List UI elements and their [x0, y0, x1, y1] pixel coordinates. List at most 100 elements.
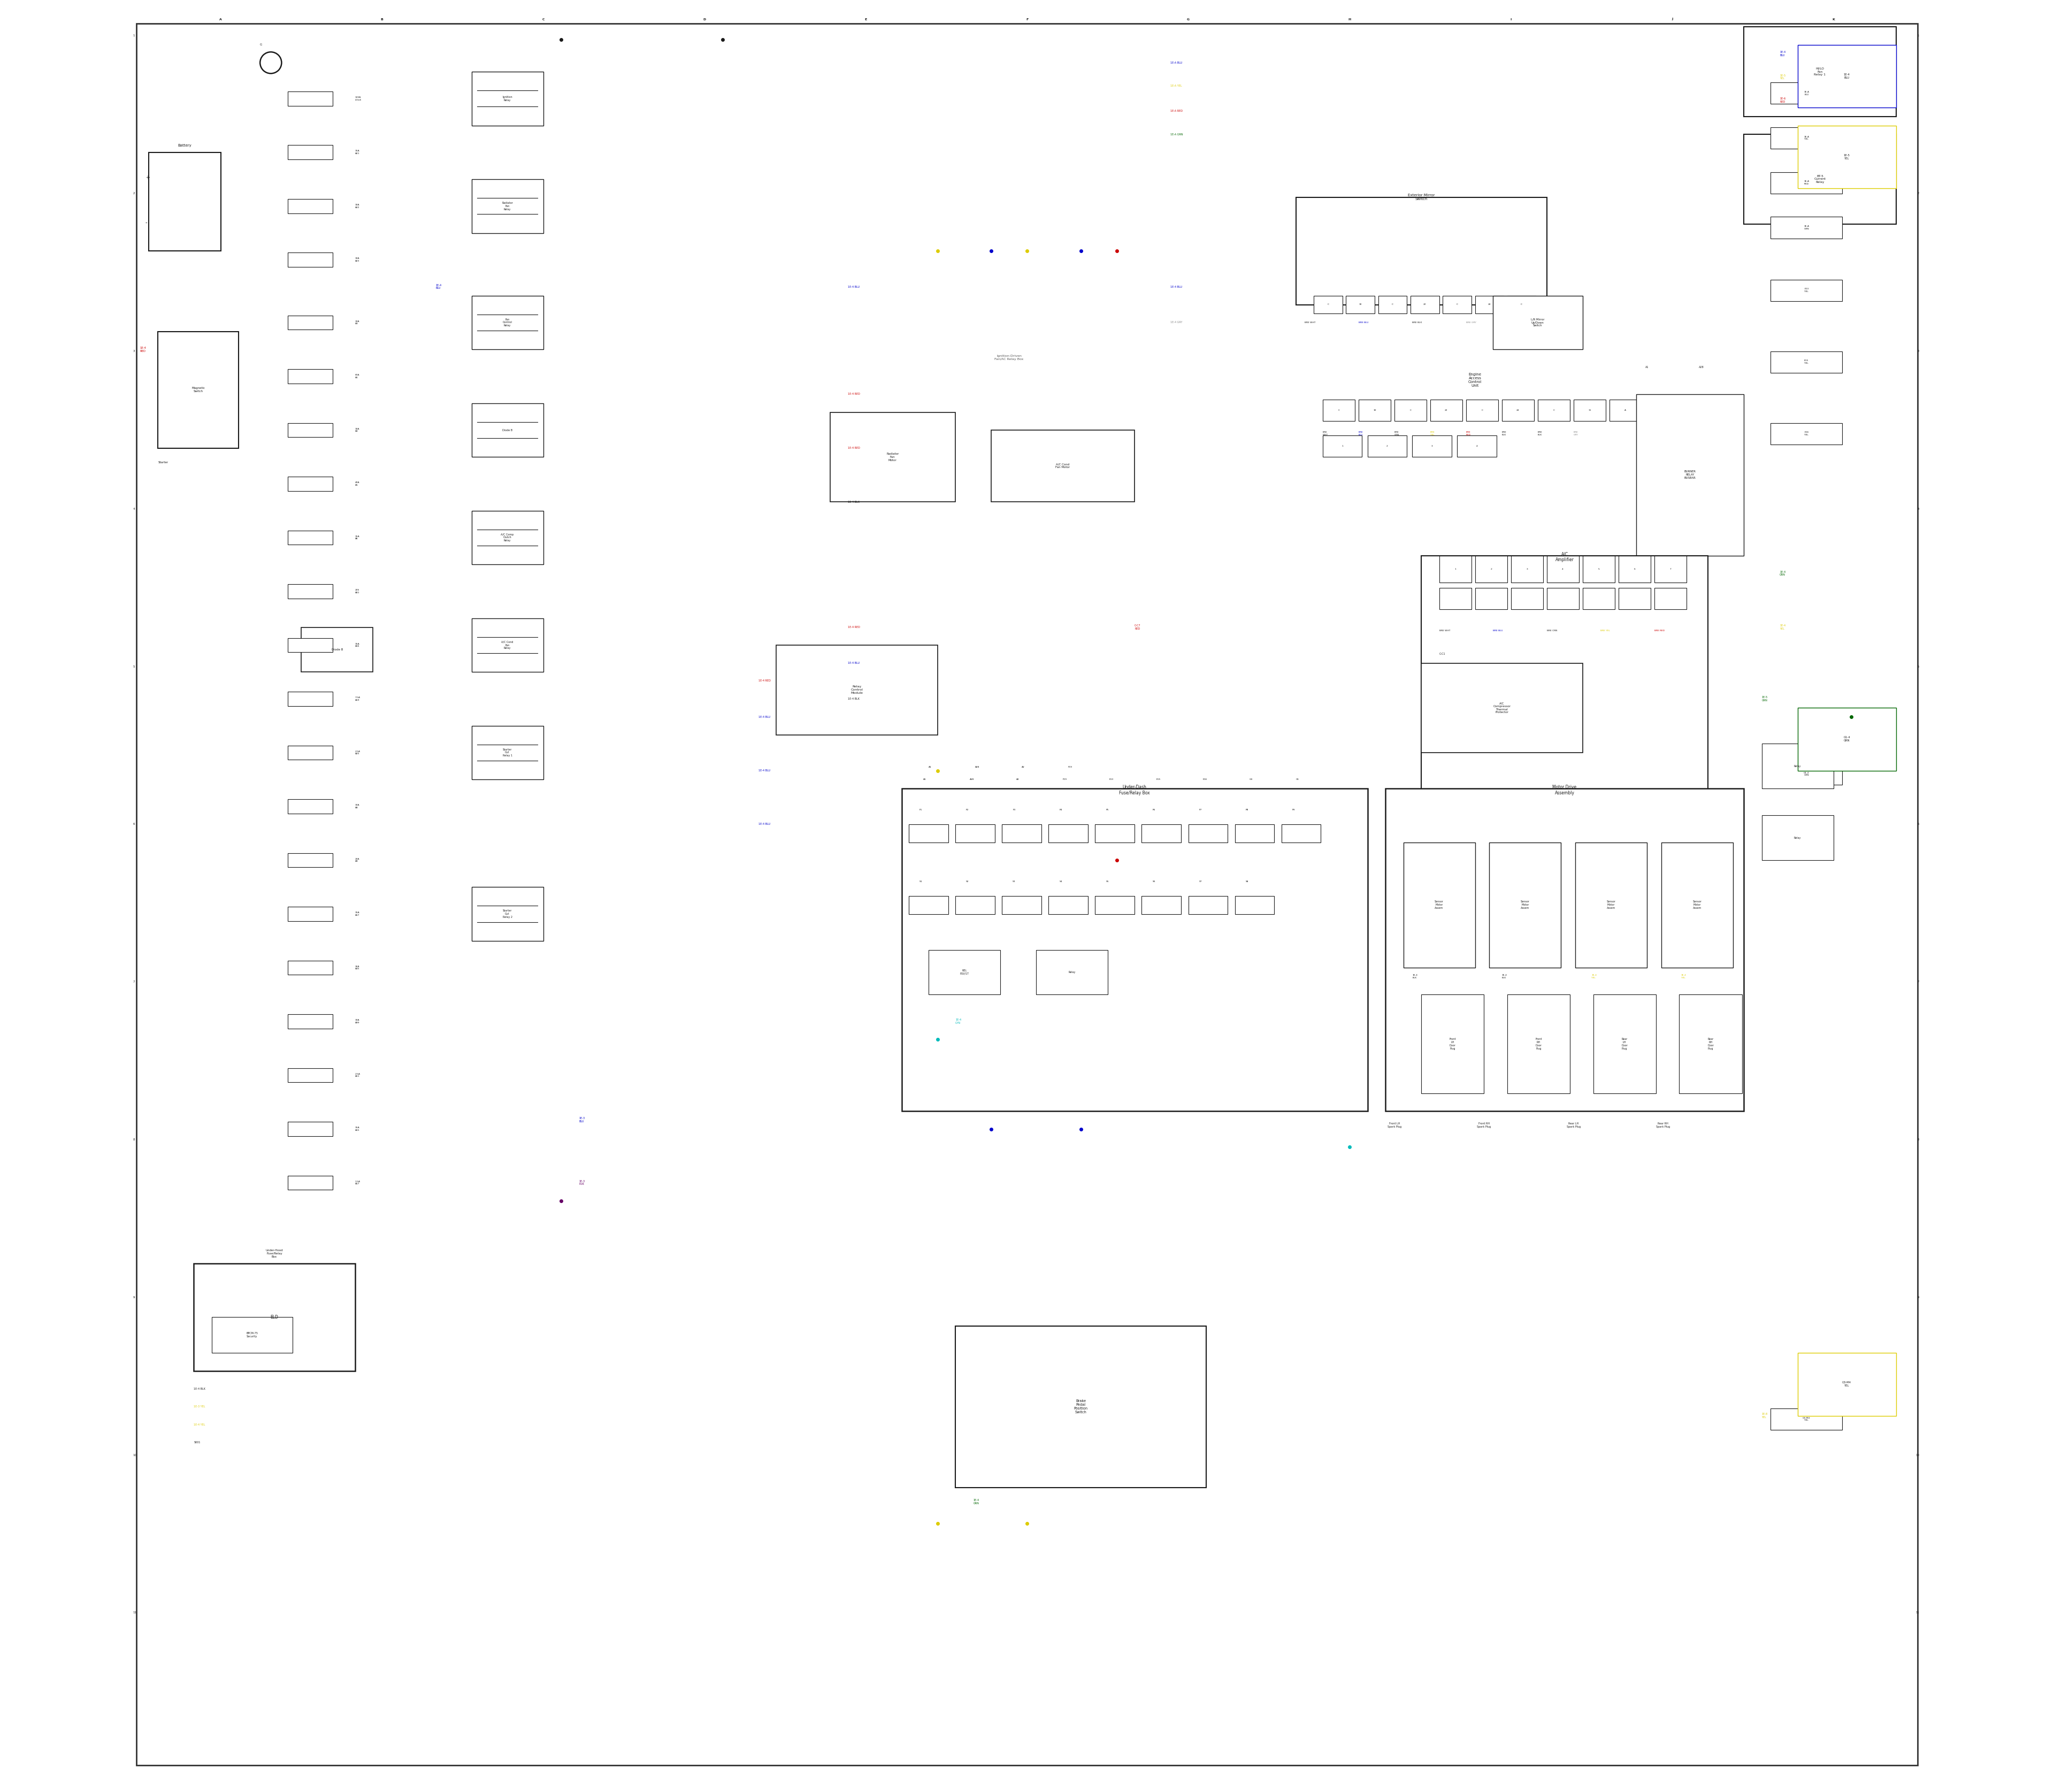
- Bar: [1512, 556, 1543, 582]
- Bar: [1358, 400, 1391, 421]
- Bar: [1501, 400, 1534, 421]
- Text: 24: 24: [1487, 303, 1491, 306]
- Text: Rear RH
Spark Plug: Rear RH Spark Plug: [1656, 1122, 1670, 1129]
- Bar: [288, 1068, 333, 1082]
- Bar: [1797, 45, 1896, 108]
- Text: BRE BLK: BRE BLK: [1413, 321, 1421, 324]
- Bar: [1771, 280, 1842, 301]
- Text: Diode B: Diode B: [503, 428, 511, 432]
- Text: S6: S6: [1152, 880, 1156, 883]
- Bar: [1395, 400, 1428, 421]
- Bar: [288, 1176, 333, 1190]
- Text: 1E-4
BLK: 1E-4 BLK: [1501, 975, 1508, 978]
- Text: 1E-4
BLK: 1E-4 BLK: [1413, 975, 1417, 978]
- Text: G3-M4
YEL: G3-M4 YEL: [1803, 1417, 1810, 1421]
- Text: Battery: Battery: [179, 143, 191, 147]
- Bar: [1619, 556, 1651, 582]
- Text: BRE
RED: BRE RED: [1467, 432, 1471, 435]
- Bar: [1547, 588, 1580, 609]
- Bar: [1653, 556, 1686, 582]
- Bar: [1345, 296, 1374, 314]
- Bar: [1771, 82, 1842, 104]
- Bar: [288, 692, 333, 706]
- Text: Front
LH
Door
Plug: Front LH Door Plug: [1450, 1038, 1456, 1050]
- Text: BRE CRN: BRE CRN: [1547, 629, 1557, 633]
- Bar: [1762, 815, 1834, 860]
- Bar: [1296, 376, 1653, 573]
- Text: A28: A28: [976, 765, 980, 769]
- Bar: [1744, 27, 1896, 116]
- Bar: [1475, 588, 1508, 609]
- Text: Engine
Access
Control
Unit: Engine Access Control Unit: [1469, 373, 1481, 387]
- Bar: [472, 72, 542, 125]
- Bar: [472, 618, 542, 672]
- Text: 36A
A45: 36A A45: [355, 966, 359, 969]
- Bar: [288, 853, 333, 867]
- Bar: [1430, 400, 1462, 421]
- Bar: [1797, 1353, 1896, 1416]
- Text: Ignition
Relay: Ignition Relay: [503, 95, 511, 102]
- Bar: [1189, 896, 1228, 914]
- Text: Front LH
Spark Plug: Front LH Spark Plug: [1386, 1122, 1401, 1129]
- Bar: [1744, 134, 1896, 224]
- Bar: [1411, 296, 1440, 314]
- Text: 1E-4 BLK: 1E-4 BLK: [193, 1387, 205, 1391]
- Text: BPCM-75
Security: BPCM-75 Security: [246, 1331, 259, 1339]
- Text: BRE WHT: BRE WHT: [1440, 629, 1450, 633]
- Text: BRE
BLU: BRE BLU: [1358, 432, 1364, 435]
- Text: BRE
YEL: BRE YEL: [1430, 432, 1436, 435]
- Text: G: G: [1187, 18, 1189, 20]
- Text: 2.5A
A25: 2.5A A25: [355, 751, 359, 754]
- Text: ELD: ELD: [271, 1315, 279, 1319]
- Text: 15A
A6: 15A A6: [355, 536, 359, 539]
- Text: Radiator
Fan
Relay: Radiator Fan Relay: [501, 202, 514, 210]
- Text: 1E-4 YEL: 1E-4 YEL: [193, 1423, 205, 1426]
- Text: 7.5A
A19: 7.5A A19: [355, 697, 359, 701]
- Text: 1E-3
BLU: 1E-3 BLU: [579, 1116, 585, 1124]
- Text: A/C
Compressor
Thermal
Protector: A/C Compressor Thermal Protector: [1493, 702, 1510, 713]
- Text: BRE BLU: BRE BLU: [1358, 321, 1368, 324]
- Text: S7: S7: [1200, 880, 1202, 883]
- Text: 20A
A9: 20A A9: [355, 858, 359, 862]
- Bar: [955, 896, 994, 914]
- Bar: [1797, 708, 1896, 771]
- Text: 20S
A81: 20S A81: [355, 590, 359, 593]
- Bar: [955, 1326, 1206, 1487]
- Bar: [955, 824, 994, 842]
- Bar: [158, 332, 238, 448]
- Text: Motor Drive
Assembly: Motor Drive Assembly: [1553, 785, 1577, 796]
- Bar: [1095, 896, 1134, 914]
- Bar: [288, 799, 333, 814]
- Bar: [1142, 896, 1181, 914]
- Bar: [288, 584, 333, 599]
- Bar: [472, 179, 542, 233]
- Text: 1E-A
BLU: 1E-A BLU: [1803, 91, 1810, 95]
- Text: BRE BLU: BRE BLU: [1493, 629, 1504, 633]
- Text: Under-Dash
Fuse/Relay Box: Under-Dash Fuse/Relay Box: [1119, 785, 1150, 796]
- Bar: [1475, 556, 1508, 582]
- Text: 1E-4
BLU: 1E-4 BLU: [1779, 50, 1785, 57]
- Text: F: F: [1025, 18, 1029, 20]
- Text: K: K: [1832, 18, 1834, 20]
- Bar: [288, 253, 333, 267]
- Bar: [1048, 896, 1089, 914]
- Text: 60A
A1: 60A A1: [355, 375, 359, 378]
- Text: 1E-4 BLU: 1E-4 BLU: [1171, 285, 1183, 289]
- Bar: [288, 423, 333, 437]
- Text: 10A
A23: 10A A23: [355, 258, 359, 262]
- Text: 1E-4 BLU: 1E-4 BLU: [848, 661, 859, 665]
- Bar: [1489, 842, 1561, 968]
- Text: P5: P5: [1105, 808, 1109, 812]
- Text: P7: P7: [1200, 808, 1202, 812]
- Text: Front
RH
Door
Plug: Front RH Door Plug: [1534, 1038, 1543, 1050]
- Bar: [1771, 423, 1842, 444]
- Bar: [1282, 824, 1321, 842]
- Bar: [1771, 351, 1842, 373]
- Bar: [288, 199, 333, 213]
- Text: 22: 22: [1423, 303, 1425, 306]
- Text: 15A
A16: 15A A16: [355, 643, 359, 647]
- Bar: [1508, 995, 1569, 1093]
- Text: A28: A28: [969, 778, 974, 781]
- Text: 1E-A GRN: 1E-A GRN: [1171, 133, 1183, 136]
- Text: G1: G1: [1296, 778, 1298, 781]
